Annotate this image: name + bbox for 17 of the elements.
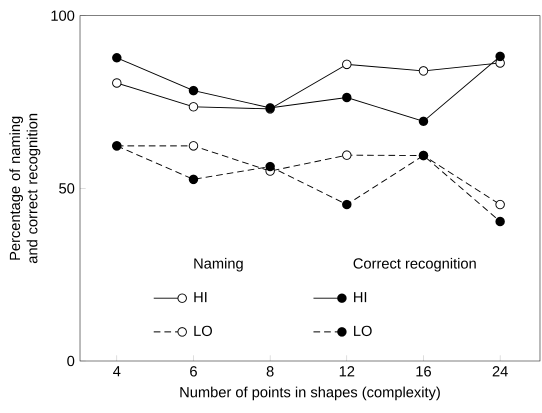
annotation: Correct recognition (354, 258, 476, 272)
x-tick-label: 16 (416, 366, 431, 377)
legend-label: LO (194, 326, 212, 336)
x-axis-title: Number of points in shapes (complexity) (180, 386, 440, 400)
legend-label: HI (194, 292, 206, 302)
x-tick-label: 4 (113, 366, 120, 376)
legend-label: LO (354, 326, 372, 336)
x-tick-label: 24 (492, 366, 508, 376)
x-tick-label: 8 (266, 366, 274, 377)
y-axis-title: Percentage of naming and correct recognition (9, 114, 40, 264)
x-tick-label: 12 (340, 366, 354, 376)
y-tick-label: 100 (51, 10, 74, 21)
annotation: Naming (194, 258, 243, 272)
y-tick-label: 50 (59, 183, 74, 194)
y-tick-label: 0 (67, 356, 74, 366)
legend-label: HI (354, 292, 366, 302)
x-tick-label: 6 (190, 366, 197, 377)
